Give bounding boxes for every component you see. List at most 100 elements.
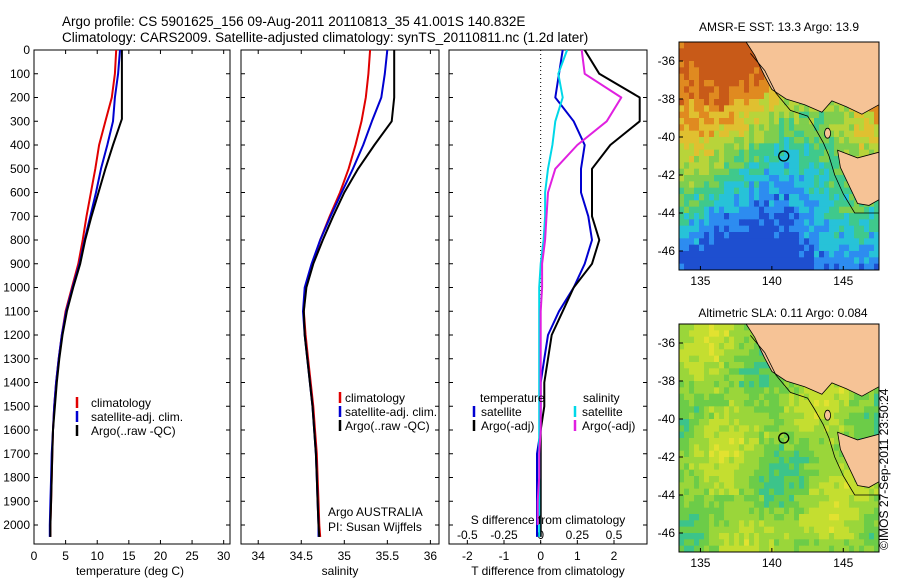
map-cell (829, 501, 835, 509)
map-cell (689, 488, 695, 496)
map-cell (874, 393, 880, 401)
map-cell (749, 168, 755, 176)
map-cell (789, 225, 795, 233)
map-cell (699, 450, 705, 458)
map-cell (799, 257, 805, 265)
map-cell (734, 406, 740, 414)
map-cell (709, 381, 715, 388)
map-cell (789, 507, 795, 515)
map-cell (864, 425, 870, 433)
map-cell (719, 206, 725, 214)
map-cell (709, 187, 715, 195)
map-cell (794, 520, 800, 528)
map-cell (789, 105, 795, 113)
map-cell (739, 73, 745, 81)
map-cell (704, 257, 710, 265)
map-cell (794, 149, 800, 157)
map-cell (859, 244, 865, 252)
map-cell (739, 539, 745, 547)
map-cell (759, 495, 765, 502)
map-cell (814, 194, 820, 201)
map-cell (864, 111, 870, 119)
temperature-panel: 0 5 10 15 20 25 300100200300400500600700800900… (3, 43, 230, 578)
map-cell (759, 181, 765, 189)
map-cell (784, 488, 790, 496)
map-cell (729, 124, 735, 132)
map-cell (764, 200, 770, 208)
map-cell (769, 200, 775, 208)
map-cell (754, 99, 760, 106)
map-cell (804, 520, 810, 528)
map-cell (744, 336, 750, 344)
map-cell (764, 111, 770, 119)
map-cell (734, 162, 740, 170)
map-cell (679, 194, 685, 201)
map-cell (724, 48, 730, 56)
map-cell (704, 225, 710, 233)
map-cell (789, 412, 795, 420)
map-cell (754, 526, 760, 534)
map-cell (694, 387, 700, 395)
map-cell (819, 507, 825, 515)
y-tick-label: 1600 (3, 423, 30, 437)
map-cell (709, 213, 715, 220)
map-cell (689, 130, 695, 138)
map-cell (734, 450, 740, 458)
map-cell (749, 200, 755, 208)
map-cell (854, 244, 860, 252)
map-cell (874, 501, 880, 509)
map-cell (854, 149, 860, 157)
map-cell (809, 444, 815, 452)
map-cell (864, 412, 870, 420)
map-cell (744, 61, 750, 68)
map-cell (749, 526, 755, 534)
map-cell (859, 225, 865, 233)
map-cell (829, 168, 835, 176)
map-cell (834, 162, 840, 170)
map-cell (734, 444, 740, 452)
map-cell (714, 368, 720, 376)
map-cell (704, 130, 710, 138)
map-cell (714, 42, 720, 49)
map-cell (724, 438, 730, 445)
map-cell (824, 431, 830, 439)
map-cell (764, 495, 770, 502)
map-cell (819, 194, 825, 201)
map-cell (714, 381, 720, 388)
map-cell (794, 457, 800, 464)
map-cell (799, 194, 805, 201)
map-cell (724, 330, 730, 338)
map-cell (689, 393, 695, 401)
map-cell (724, 238, 730, 246)
map-cell (714, 257, 720, 265)
legend-label-argo: Argo(..raw -QC) (91, 424, 176, 438)
map-cell (714, 412, 720, 420)
map-cell (859, 412, 865, 420)
map-cell (724, 175, 730, 182)
map-cell (739, 124, 745, 132)
map-cell (709, 238, 715, 246)
map-cell (764, 488, 770, 496)
map-cell (869, 495, 875, 502)
map-cell (744, 501, 750, 509)
map-cell (699, 533, 705, 540)
map-cell (704, 431, 710, 439)
map-cell (714, 80, 720, 87)
map-cell (844, 482, 850, 490)
map-cell (864, 514, 870, 521)
map-cell (849, 200, 855, 208)
map-cell (699, 92, 705, 100)
map-cell (734, 175, 740, 182)
map-cell (854, 419, 860, 426)
map-cell (854, 526, 860, 534)
map-cell (739, 387, 745, 395)
map-cell (689, 61, 695, 68)
map-cell (854, 206, 860, 214)
map-cell (684, 495, 690, 502)
map-cell (754, 343, 760, 350)
map-cell (704, 514, 710, 521)
map-cell (744, 488, 750, 496)
map-cell (789, 450, 795, 458)
map-cell (689, 507, 695, 515)
map-cell (839, 181, 845, 189)
